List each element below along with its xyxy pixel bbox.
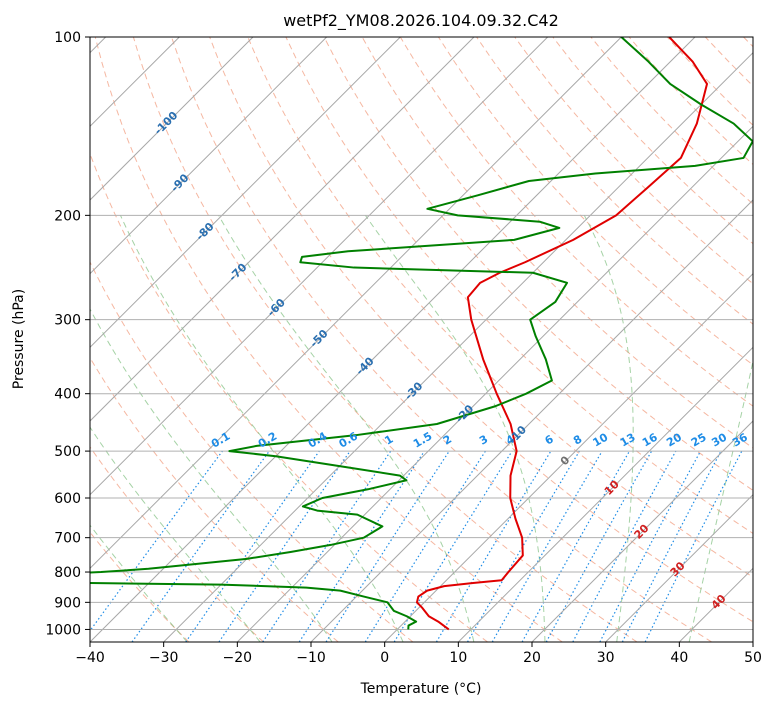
dry-adiabat xyxy=(247,37,753,578)
isotherm-line xyxy=(384,272,753,642)
y-axis: 1000 900 800 700 600 500 400 300 200 100 xyxy=(45,30,90,638)
mixing-ratio-line xyxy=(393,450,513,642)
dewpoint-profile-line xyxy=(90,37,753,630)
isotherm-line xyxy=(752,641,753,642)
mixing-ratio-line xyxy=(262,450,392,642)
mixing-ratio-line xyxy=(325,450,450,642)
y-tick-label: 300 xyxy=(54,313,81,329)
mixing-ratio-line xyxy=(298,450,425,642)
isotherm-line xyxy=(90,37,254,201)
pressure-gridlines xyxy=(90,37,753,630)
y-tick-label: 500 xyxy=(54,444,81,460)
moist-adiabats xyxy=(90,215,753,642)
moist-adiabat xyxy=(583,215,634,642)
y-tick-label: 1000 xyxy=(45,622,81,638)
mixing-ratio-line xyxy=(131,450,270,642)
dry-adiabat xyxy=(90,356,339,642)
isotherm-line xyxy=(457,346,753,642)
isotherm-line xyxy=(531,420,753,642)
plot-frame xyxy=(89,36,754,643)
dry-adiabat xyxy=(476,37,753,325)
profile-series xyxy=(90,37,753,631)
isotherm-line xyxy=(90,37,401,349)
y-tick-label: 800 xyxy=(54,565,81,581)
x-axis: −40 −30 −20 −10 0 10 20 30 40 50 xyxy=(75,642,762,666)
y-tick-label: 700 xyxy=(54,531,81,547)
dry-adiabat xyxy=(90,446,264,642)
moist-adiabat xyxy=(120,215,404,642)
dry-adiabat xyxy=(171,37,713,642)
x-tick-label: 50 xyxy=(744,650,762,666)
x-tick-label: 30 xyxy=(597,650,615,666)
moist-adiabat xyxy=(218,215,475,642)
moist-adiabat xyxy=(364,215,546,642)
mixing-ratio-line xyxy=(218,450,351,642)
axes-frame xyxy=(89,36,754,643)
temperature-profile-line xyxy=(415,37,709,631)
isotherm-line xyxy=(90,37,328,275)
x-tick-label: −30 xyxy=(149,650,179,666)
x-tick-label: 40 xyxy=(670,650,688,666)
y-tick-label: 200 xyxy=(54,208,81,224)
isotherm-line xyxy=(236,125,753,642)
isotherm-line xyxy=(310,199,753,642)
dry-adiabats xyxy=(90,37,753,642)
x-tick-label: 20 xyxy=(523,650,541,666)
isotherm-line xyxy=(163,51,753,642)
dry-adiabat xyxy=(285,37,753,535)
isotherm-line xyxy=(90,37,475,422)
moist-adiabat xyxy=(90,426,261,642)
dry-adiabat xyxy=(94,37,563,642)
y-tick-label: 900 xyxy=(54,595,81,611)
y-tick-label: 600 xyxy=(54,491,81,507)
x-axis-label: Temperature (°C) xyxy=(360,681,482,697)
mixing-ratio-lines xyxy=(90,450,743,642)
dry-adiabat xyxy=(209,37,753,623)
isotherm-line xyxy=(90,37,549,496)
x-tick-label: 10 xyxy=(449,650,467,666)
plot-background xyxy=(90,37,753,642)
y-tick-label: 100 xyxy=(54,30,81,46)
dry-adiabat xyxy=(90,260,414,642)
mixing-ratio-line xyxy=(644,450,743,642)
mixing-ratio-line xyxy=(90,450,223,632)
x-tick-label: −40 xyxy=(75,650,105,666)
x-tick-label: −20 xyxy=(223,650,253,666)
isotherm-line xyxy=(605,493,753,642)
mixing-ratio-line xyxy=(185,450,320,642)
mixing-ratio-line xyxy=(521,450,631,642)
x-tick-label: −10 xyxy=(296,650,326,666)
mixing-ratio-line xyxy=(545,450,653,642)
mixing-ratio-line xyxy=(572,450,677,642)
dry-adiabat xyxy=(132,37,638,642)
dry-adiabat xyxy=(514,37,753,285)
isotherm-line xyxy=(90,37,622,570)
plot-area xyxy=(90,37,753,642)
x-tick-label: 0 xyxy=(380,650,389,666)
isotherm-line xyxy=(90,37,696,642)
chart-title: wetPf2_YM08.2026.104.09.32.C42 xyxy=(283,11,559,31)
moist-adiabat xyxy=(90,308,333,642)
y-axis-label: Pressure (hPa) xyxy=(11,289,27,389)
isotherms xyxy=(90,37,753,642)
y-tick-label: 400 xyxy=(54,387,81,403)
dry-adiabat xyxy=(323,37,753,491)
